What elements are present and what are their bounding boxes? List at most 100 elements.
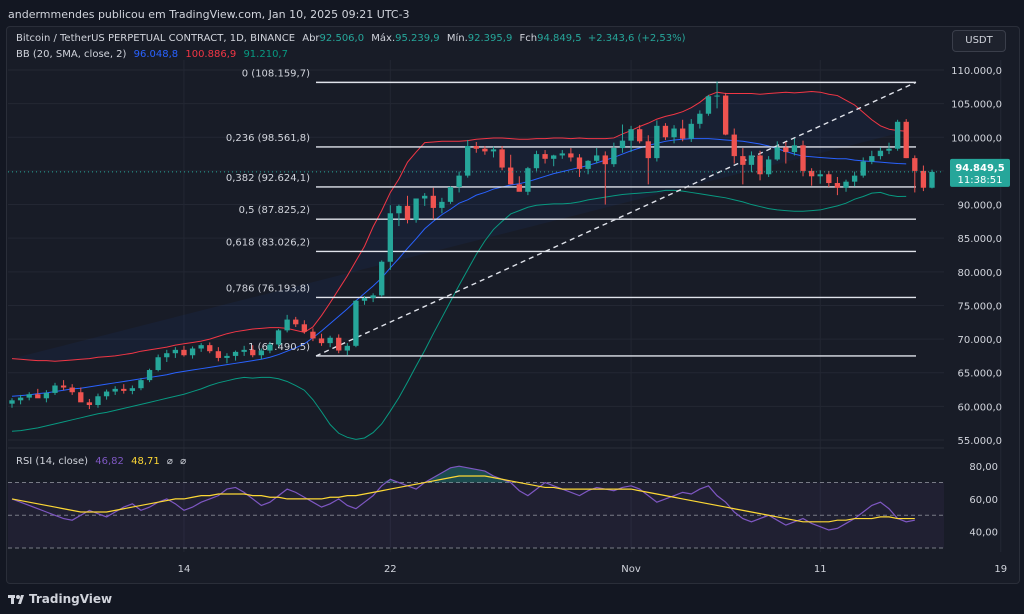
candle-body (224, 355, 230, 358)
candle-body (86, 402, 93, 406)
candle (164, 349, 170, 362)
candle-body (516, 184, 522, 192)
candle-body (465, 146, 471, 176)
rsi-name: RSI (14, close) (16, 456, 89, 467)
candle (310, 328, 316, 342)
candle-body (559, 153, 565, 156)
candle (155, 354, 161, 372)
candle (284, 314, 290, 333)
candle-body (60, 385, 67, 388)
candle-body (611, 148, 617, 165)
candle-body (636, 129, 643, 142)
price-tick-label: 60.000,0 (957, 402, 1002, 413)
candle-body (654, 125, 660, 159)
candle-body (413, 198, 419, 221)
candle-body (301, 324, 308, 332)
candle (576, 154, 583, 177)
candle (525, 166, 531, 196)
candle-body (26, 394, 32, 398)
price-tick-label: 85.000,0 (957, 234, 1002, 245)
candle-countdown: 11:38:51 (958, 175, 1003, 186)
candle-body (121, 388, 127, 391)
candle-body (688, 123, 694, 139)
candle-body (594, 155, 600, 161)
candle-body (697, 113, 703, 124)
candle-body (69, 387, 75, 393)
last-price-badge (950, 158, 1010, 187)
candle (267, 341, 273, 354)
price-tick-label: 75.000,0 (957, 301, 1002, 312)
candle (688, 119, 694, 142)
candle-body (52, 385, 58, 393)
candle (422, 193, 428, 206)
candle (697, 110, 703, 129)
candle-body (198, 345, 204, 349)
candle-body (456, 175, 462, 188)
candle (551, 154, 557, 167)
currency-button[interactable]: USDT (952, 30, 1006, 52)
candle-body (17, 397, 24, 401)
candle (318, 333, 325, 346)
high-value: 95.239,9 (395, 33, 440, 44)
candle-body (490, 149, 497, 152)
candle-body (404, 205, 411, 221)
candle-body (679, 128, 686, 139)
candle (920, 165, 927, 192)
rsi-line (11, 465, 915, 531)
candle-body (344, 345, 350, 351)
candle (740, 148, 746, 185)
change-value: +2.343,6 (+2,53%) (587, 33, 686, 44)
rsi-extra-2: ⌀ (180, 456, 187, 467)
candle (207, 342, 213, 354)
candle (86, 398, 93, 410)
candle-body (43, 392, 50, 399)
candle-body (645, 141, 651, 159)
candle-body (568, 153, 574, 158)
candle-body (800, 145, 806, 171)
candle-body (877, 150, 884, 157)
candle (645, 135, 651, 185)
candle (843, 179, 849, 192)
candle-body (628, 129, 634, 141)
candle-body (78, 392, 84, 403)
time-tick-label: 19 (994, 564, 1007, 575)
candle-body (860, 161, 866, 176)
candle-body (499, 149, 505, 168)
candle (404, 195, 411, 224)
bb-lower-value: 91.210,7 (243, 49, 288, 60)
candle-body (232, 351, 239, 356)
candle-body (662, 125, 669, 138)
price-tick-label: 110.000,0 (951, 66, 1002, 77)
candle-body (379, 261, 385, 296)
candle (722, 92, 729, 136)
low-label: Mín. (446, 33, 468, 44)
symbol-legend: Bitcoin / TetherUS PERPETUAL CONTRACT, 1… (16, 33, 686, 44)
candle (129, 385, 136, 395)
candle (808, 168, 815, 186)
candle-body (241, 349, 247, 352)
candle-body (267, 344, 273, 351)
candle (370, 293, 376, 303)
candle-body (172, 349, 179, 354)
bb-name: BB (20, SMA, close, 2) (16, 49, 127, 60)
candle (568, 148, 574, 162)
publisher-bar: andermmendes publicou em TradingView.com… (0, 0, 1024, 28)
candle-body (903, 121, 909, 159)
candle (327, 335, 333, 348)
candle (869, 150, 875, 165)
time-tick-label: 22 (384, 564, 397, 575)
candle-body (103, 391, 110, 397)
candle (112, 386, 118, 395)
tradingview-logo[interactable]: TradingView (8, 592, 112, 606)
candle (250, 345, 256, 358)
symbol-name: Bitcoin / TetherUS PERPETUAL CONTRACT, 1… (16, 33, 296, 44)
candle-body (430, 195, 436, 208)
candle-body (869, 156, 875, 162)
fib-level-label: 0,618 (83.026,2) (226, 237, 310, 248)
time-tick-label: 11 (814, 564, 827, 575)
candle-body (353, 300, 359, 346)
candle (912, 155, 918, 193)
price-tick-label: 90.000,0 (957, 201, 1002, 212)
candle-body (258, 350, 265, 356)
